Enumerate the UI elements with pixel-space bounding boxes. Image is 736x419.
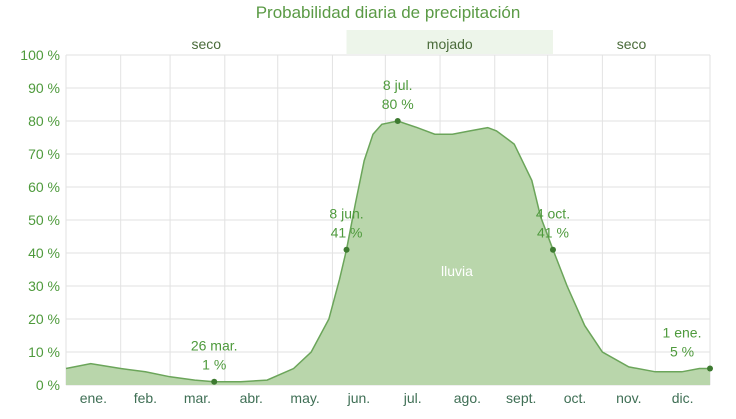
annotation-value: 41 % <box>331 225 363 241</box>
x-tick-label: ene. <box>80 390 107 406</box>
y-tick-label: 100 % <box>20 47 60 63</box>
x-tick-label: nov. <box>616 390 641 406</box>
x-tick-label: may. <box>290 390 319 406</box>
y-tick-label: 10 % <box>28 344 60 360</box>
y-tick-label: 40 % <box>28 245 60 261</box>
x-tick-label: mar. <box>184 390 211 406</box>
annotation-date: 8 jul. <box>383 77 413 93</box>
x-tick-label: sept. <box>506 390 536 406</box>
annotation-date: 26 mar. <box>191 338 238 354</box>
annotation-point <box>394 118 401 124</box>
season-band-wet <box>346 30 553 54</box>
y-tick-label: 0 % <box>36 377 60 393</box>
y-tick-label: 90 % <box>28 80 60 96</box>
x-tick-label: jun. <box>347 390 371 406</box>
annotation-date: 4 oct. <box>536 206 570 222</box>
x-tick-label: dic. <box>672 390 694 406</box>
annotation-value: 1 % <box>202 357 226 373</box>
annotation-value: 5 % <box>670 344 694 360</box>
annotation-point <box>343 246 350 253</box>
y-tick-label: 70 % <box>28 146 60 162</box>
y-tick-label: 80 % <box>28 113 60 129</box>
series-label: lluvia <box>441 263 473 279</box>
annotation-point <box>707 365 713 372</box>
chart-title: Probabilidad diaria de precipitación <box>256 3 521 22</box>
annotation-value: 80 % <box>382 96 414 112</box>
area-fill <box>66 121 710 385</box>
x-tick-label: feb. <box>134 390 157 406</box>
axis-labels: 0 % 10 % 20 % 30 % 40 % 50 % 60 % 70 % 80 % 90 % 1… <box>20 47 693 406</box>
y-tick-label: 30 % <box>28 278 60 294</box>
y-tick-label: 20 % <box>28 311 60 327</box>
annotation-value: 41 % <box>537 225 569 241</box>
season-label-0: seco <box>191 36 221 52</box>
season-label-1: mojado <box>427 36 473 52</box>
season-bands: seco mojado seco <box>191 30 646 54</box>
annotation-date: 1 ene. <box>663 325 702 341</box>
x-tick-label: oct. <box>564 390 587 406</box>
annotation-date: 8 jun. <box>329 206 363 222</box>
x-tick-label: ago. <box>454 390 481 406</box>
season-label-2: seco <box>617 36 647 52</box>
x-tick-label: jul. <box>403 390 422 406</box>
y-tick-label: 50 % <box>28 212 60 228</box>
y-tick-label: 60 % <box>28 179 60 195</box>
annotation-point <box>549 246 556 253</box>
annotation-point <box>211 378 218 385</box>
x-tick-label: abr. <box>240 390 263 406</box>
annotations: 26 mar. 1 % 8 jun. 41 % 8 jul. 80 % 4 oct. 41 %… <box>191 77 713 385</box>
